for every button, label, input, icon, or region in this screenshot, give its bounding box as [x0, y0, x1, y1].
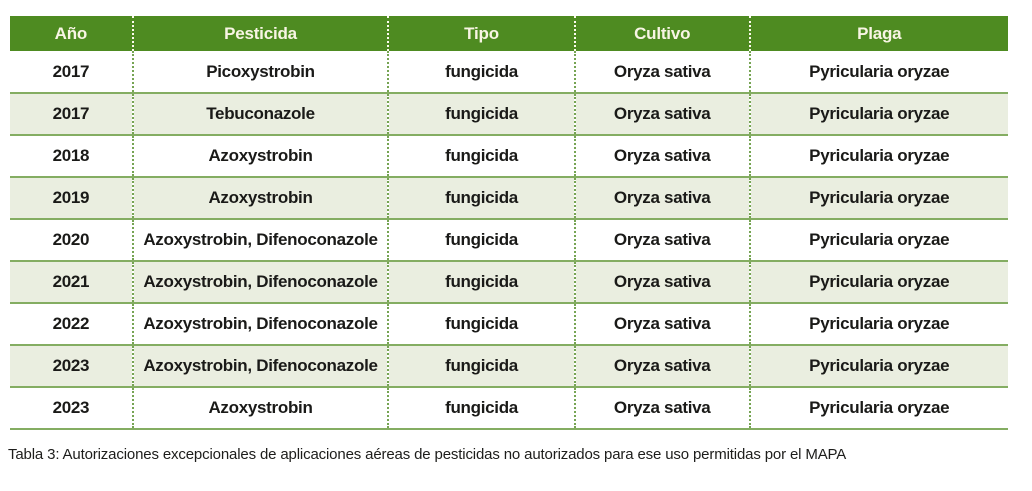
- table-row: 2023 Azoxystrobin fungicida Oryza sativa…: [10, 387, 1008, 429]
- cell-plaga: Pyricularia oryzae: [748, 219, 1008, 261]
- cell-ano: 2017: [52, 61, 90, 81]
- pesticide-authorizations-table: Año Pesticida Tipo Cultivo Plaga 2017 Pi…: [10, 16, 1008, 430]
- cell-tipo: fungicida: [387, 387, 575, 429]
- cell-ano: 2022: [52, 314, 90, 333]
- cell-tipo: fungicida: [387, 219, 575, 261]
- column-header-ano: Año: [10, 16, 133, 51]
- table-row: 2020 Azoxystrobin, Difenoconazole fungic…: [10, 219, 1008, 261]
- table-header-row: Año Pesticida Tipo Cultivo Plaga: [10, 16, 1008, 51]
- cell-pesticida: Tebuconazole: [131, 93, 389, 135]
- table-row: 2022 Azoxystrobin, Difenoconazole fungic…: [10, 303, 1008, 345]
- cell-ano: 2021: [52, 272, 90, 291]
- cell-pesticida: Azoxystrobin, Difenoconazole: [131, 345, 389, 387]
- cell-tipo: fungicida: [387, 261, 575, 303]
- cell-ano: 2023: [52, 356, 90, 375]
- cell-cultivo: Oryza sativa: [573, 219, 750, 261]
- cell-pesticida: Azoxystrobin: [131, 135, 389, 177]
- cell-cultivo: Oryza sativa: [573, 345, 750, 387]
- table-row: 2018 Azoxystrobin fungicida Oryza sativa…: [10, 135, 1008, 177]
- column-header-plaga: Plaga: [748, 16, 1008, 51]
- cell-cultivo: Oryza sativa: [573, 135, 750, 177]
- pesticide-authorizations-table-wrap: Año Pesticida Tipo Cultivo Plaga 2017 Pi…: [10, 16, 1008, 430]
- cell-plaga: Pyricularia oryzae: [748, 51, 1008, 93]
- cell-pesticida: Azoxystrobin: [131, 387, 389, 429]
- cell-plaga: Pyricularia oryzae: [748, 345, 1008, 387]
- cell-plaga: Pyricularia oryzae: [748, 177, 1008, 219]
- cell-plaga: Pyricularia oryzae: [748, 93, 1008, 135]
- cell-pesticida: Azoxystrobin, Difenoconazole: [131, 219, 389, 261]
- cell-cultivo: Oryza sativa: [573, 387, 750, 429]
- table-caption: Tabla 3: Autorizaciones excepcionales de…: [8, 446, 847, 463]
- table-row: 2023 Azoxystrobin, Difenoconazole fungic…: [10, 345, 1008, 387]
- cell-ano: 2020: [52, 230, 90, 249]
- cell-cultivo: Oryza sativa: [573, 51, 750, 93]
- table-row: 2019 Azoxystrobin fungicida Oryza sativa…: [10, 177, 1008, 219]
- table-body: 2017 Picoxystrobin fungicida Oryza sativ…: [10, 51, 1008, 429]
- column-header-tipo: Tipo: [387, 16, 575, 51]
- cell-ano: 2018: [52, 146, 90, 165]
- cell-pesticida: Picoxystrobin: [131, 51, 389, 93]
- column-header-cultivo: Cultivo: [573, 16, 750, 51]
- cell-pesticida: Azoxystrobin: [131, 177, 389, 219]
- table-row: 2017 Picoxystrobin fungicida Oryza sativ…: [10, 51, 1008, 93]
- column-header-pesticida: Pesticida: [131, 16, 389, 51]
- cell-tipo: fungicida: [387, 303, 575, 345]
- cell-tipo: fungicida: [387, 177, 575, 219]
- cell-cultivo: Oryza sativa: [573, 93, 750, 135]
- cell-cultivo: Oryza sativa: [573, 261, 750, 303]
- cell-tipo: fungicida: [387, 93, 575, 135]
- cell-tipo: fungicida: [387, 135, 575, 177]
- cell-cultivo: Oryza sativa: [573, 177, 750, 219]
- cell-tipo: fungicida: [387, 51, 575, 93]
- table-row: 2021 Azoxystrobin, Difenoconazole fungic…: [10, 261, 1008, 303]
- cell-plaga: Pyricularia oryzae: [748, 387, 1008, 429]
- cell-ano: 2017: [52, 104, 90, 123]
- cell-pesticida: Azoxystrobin, Difenoconazole: [131, 261, 389, 303]
- table-header: Año Pesticida Tipo Cultivo Plaga: [10, 16, 1008, 51]
- cell-ano: 2023: [52, 398, 90, 417]
- cell-ano: 2019: [52, 188, 90, 207]
- cell-tipo: fungicida: [387, 345, 575, 387]
- cell-pesticida: Azoxystrobin, Difenoconazole: [131, 303, 389, 345]
- cell-plaga: Pyricularia oryzae: [748, 303, 1008, 345]
- cell-cultivo: Oryza sativa: [573, 303, 750, 345]
- cell-plaga: Pyricularia oryzae: [748, 135, 1008, 177]
- table-row: 2017 Tebuconazole fungicida Oryza sativa…: [10, 93, 1008, 135]
- cell-plaga: Pyricularia oryzae: [748, 261, 1008, 303]
